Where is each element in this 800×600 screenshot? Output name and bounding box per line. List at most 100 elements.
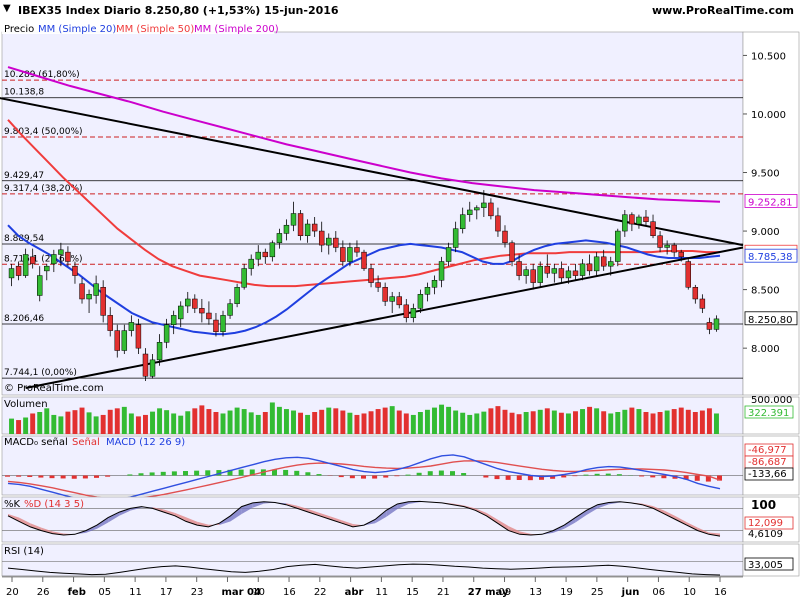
site-url[interactable]: www.ProRealTime.com (651, 4, 794, 17)
candle-body (206, 312, 212, 320)
macd-histogram-bar (71, 475, 77, 479)
volume-bar (615, 412, 621, 434)
macd-histogram-bar (338, 475, 344, 478)
candle-body (185, 298, 191, 307)
candle-body (375, 282, 381, 288)
rsi-tag (744, 557, 794, 571)
candle-body (445, 247, 452, 262)
menu-triangle-icon[interactable]: ▼ (3, 3, 11, 14)
y-tick-label: 9.500 (751, 169, 780, 180)
volume-bar (706, 408, 712, 434)
rsi-panel (1, 543, 744, 577)
stoch-fill (341, 520, 353, 527)
volume-bar (389, 406, 395, 434)
volume-bar (305, 414, 311, 434)
candle-body (29, 256, 36, 265)
volume-bar (37, 412, 43, 434)
macd-histogram-bar (49, 475, 55, 479)
candle-body (93, 283, 99, 296)
fib-level-label: 8.206,46 (4, 314, 44, 324)
stoch-fill (252, 501, 264, 508)
candle-body (241, 268, 247, 288)
stoch-fill (197, 521, 209, 527)
x-tick-label: 23 (191, 587, 204, 598)
volume-bar (171, 413, 177, 434)
volume-bar (30, 413, 36, 434)
fib-level-label: 9.803,4 (50,00%) (4, 127, 83, 137)
candle-body (234, 287, 240, 304)
candle-body (544, 265, 551, 274)
ma50-line (7, 119, 720, 288)
volume-bar (417, 412, 423, 434)
volume-bar (79, 407, 85, 434)
x-tick-label: 16 (714, 587, 727, 598)
x-tick-label: 11 (375, 587, 388, 598)
volume-bar (664, 410, 670, 434)
macd-histogram-bar (705, 475, 711, 482)
volume-bar (439, 404, 445, 434)
candle-body (650, 221, 656, 236)
fib-level-label: 9.317,4 (38,20%) (4, 184, 83, 194)
volume-bar (558, 412, 564, 434)
volume-bar (622, 409, 628, 434)
macd-tag-label: -133,66 (748, 469, 787, 480)
candle-body (79, 283, 85, 300)
volume-bar (643, 412, 649, 434)
volume-bar (93, 416, 99, 434)
candle-body (199, 308, 205, 314)
volume-bar (714, 413, 719, 434)
macd-histogram-bar (5, 475, 10, 477)
candle-body (558, 268, 565, 279)
volume-bar (495, 406, 501, 434)
volume-bar (544, 408, 550, 434)
candle-body (149, 359, 156, 377)
macd-histogram-bar (272, 469, 277, 476)
volume-bar (601, 411, 607, 434)
candle-body (516, 261, 522, 276)
candle-body (643, 216, 649, 222)
volume-tick: 500.000 (751, 395, 792, 406)
volume-tag-label: 322.391 (748, 408, 789, 419)
volume-bar (234, 407, 240, 434)
macd-histogram-bar (160, 471, 166, 476)
candle-body (22, 254, 29, 276)
stoch-k-line (7, 500, 721, 537)
stoch-fill (497, 519, 509, 531)
stoch-fill (141, 506, 153, 509)
volume-bar (650, 413, 656, 434)
stoch-fill (330, 516, 342, 524)
volume-bar (523, 412, 529, 434)
candle-body (213, 319, 219, 333)
volume-bar (467, 414, 473, 434)
x-tick-label: 25 (591, 587, 604, 598)
macd-legend-a: MACD₀ señal (4, 437, 68, 448)
candle-body (699, 298, 706, 309)
candle-body (318, 230, 325, 246)
macd-panel (1, 435, 744, 496)
candle-body (135, 324, 142, 349)
volume-bar (481, 411, 487, 434)
volume-bar (213, 412, 219, 434)
macd-histogram-bar (416, 472, 422, 476)
stoch-panel (1, 496, 744, 543)
macd-histogram-bar (361, 475, 366, 479)
legend-bg (2, 22, 274, 34)
x-tick-label: 16 (283, 587, 296, 598)
macd-histogram-bar (249, 469, 255, 476)
stoch-fill (664, 510, 676, 520)
trendline (0, 97, 744, 247)
volume-bar (291, 410, 296, 434)
stoch-fill (319, 512, 331, 520)
stoch-legend-d: %D (14 3 5) (24, 499, 84, 510)
y-tick-label: 10.000 (751, 110, 786, 121)
stoch-fill (174, 512, 186, 522)
candle-body (8, 268, 15, 279)
macd-histogram-bar (550, 475, 556, 479)
macd-histogram-bar (505, 475, 511, 480)
candle-body (354, 247, 360, 253)
candle-body (530, 269, 536, 283)
x-tick-label: mar 04 (221, 587, 261, 598)
candle-body (304, 223, 311, 236)
candle-body (424, 287, 431, 295)
y-tick-label: 8.000 (751, 344, 780, 355)
